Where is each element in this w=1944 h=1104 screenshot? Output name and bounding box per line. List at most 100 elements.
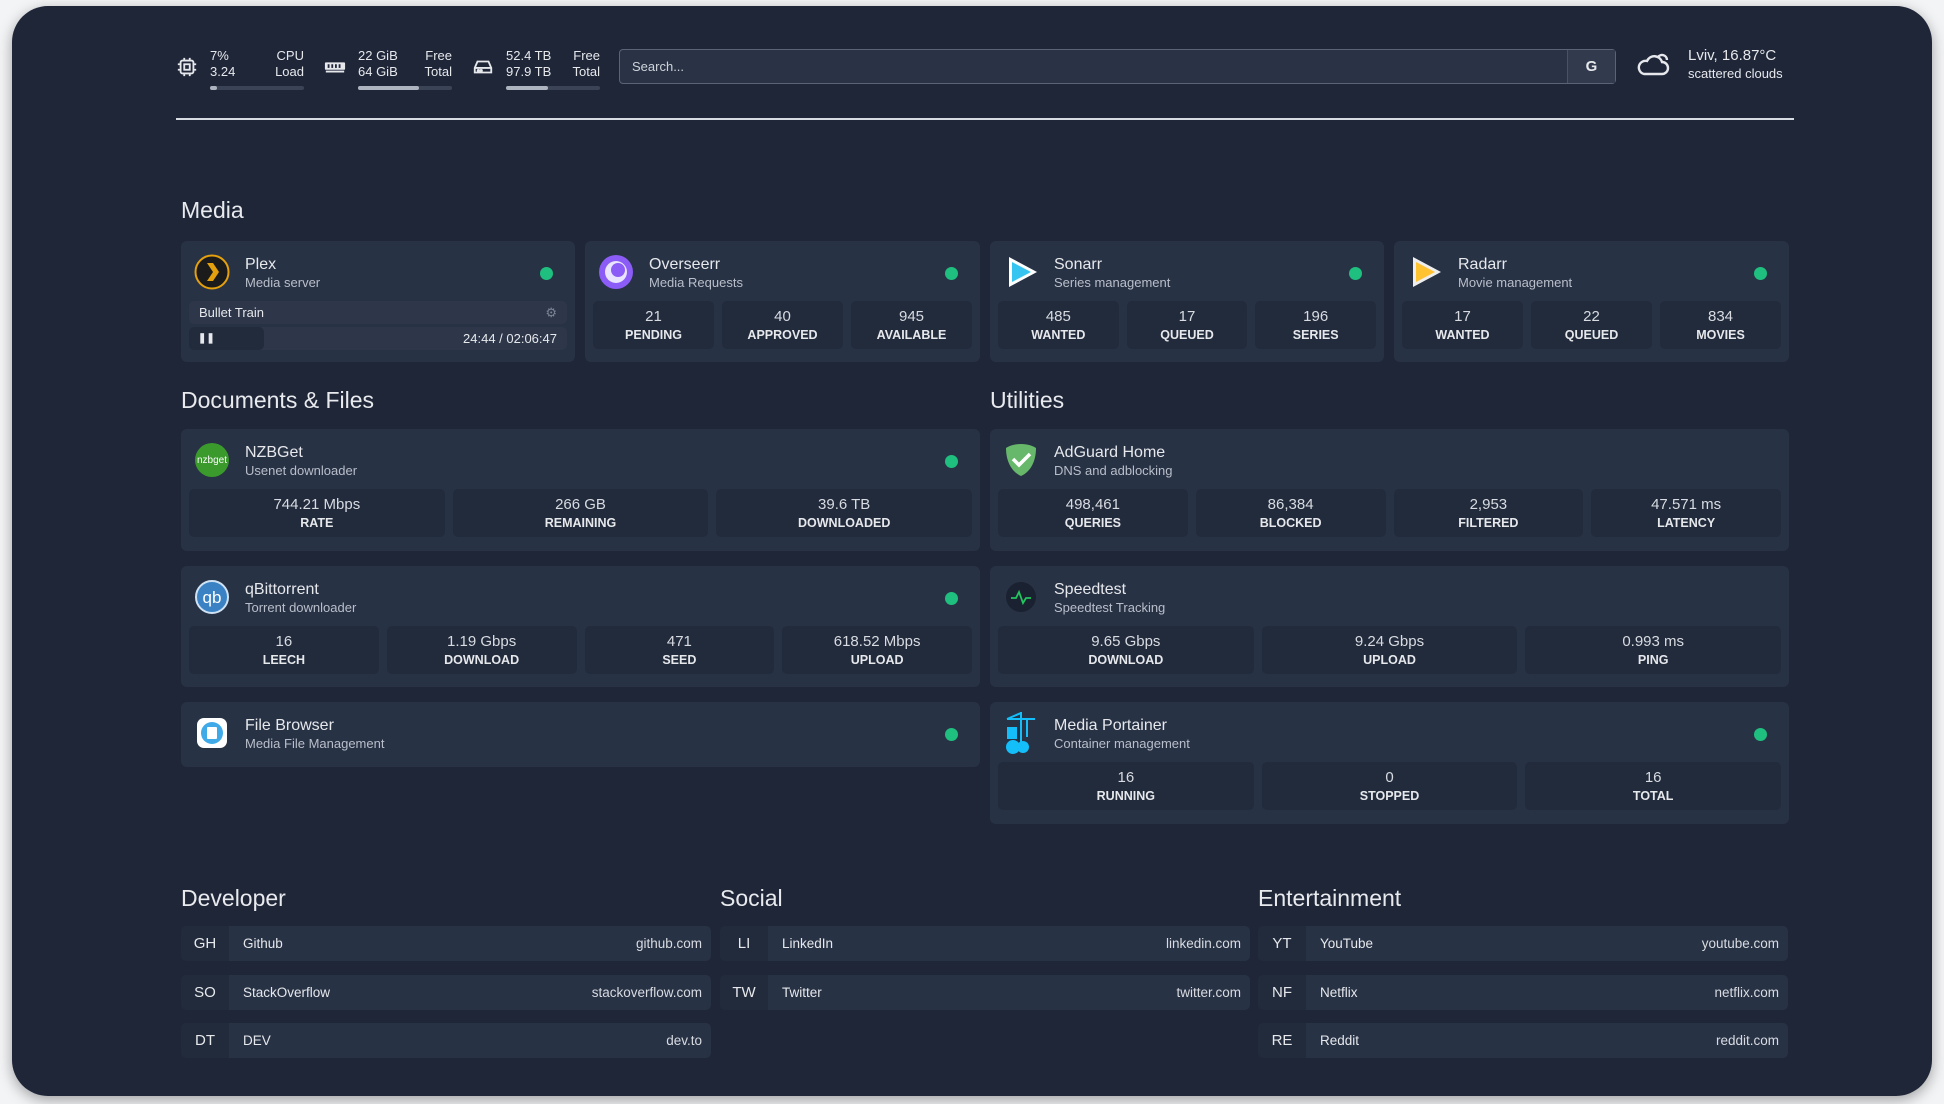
stat-value: 16 — [1117, 769, 1135, 786]
stat-value: 39.6 TB — [818, 496, 871, 513]
adguard-shield-icon — [1002, 441, 1040, 479]
stat-label: REMAINING — [544, 516, 617, 530]
search-input[interactable] — [620, 59, 1567, 74]
stat-value: 17 — [1178, 308, 1196, 325]
hard-drive-icon — [473, 60, 493, 74]
cloud-icon — [1637, 53, 1670, 75]
load-label: Load — [275, 64, 304, 79]
service-description: Series management — [1054, 274, 1171, 290]
overseerr-icon — [597, 253, 635, 291]
bookmark-url: netflix.com — [1714, 984, 1779, 1000]
status-indicator — [1349, 267, 1362, 280]
stat-movies: 834 MOVIES — [1660, 301, 1781, 349]
bookmark-name: Github — [243, 936, 283, 951]
stat-ping: 0.993 ms PING — [1525, 626, 1782, 674]
search-provider-button[interactable]: G — [1567, 50, 1615, 83]
bookmark-dev[interactable]: DT DEV dev.to — [181, 1023, 711, 1058]
sonarr-card[interactable]: Sonarr Series management 485 WANTED 17 QUEUED… — [990, 241, 1384, 362]
cpu-load: 3.24 — [210, 64, 236, 79]
stat-label: WANTED — [1435, 328, 1490, 342]
stat-pending: 21 PENDING — [593, 301, 714, 349]
ram-free: 22 GiB — [358, 48, 398, 63]
disk-bar — [506, 86, 600, 90]
portainer-card[interactable]: Media Portainer Container management 16 RUN… — [990, 702, 1789, 824]
bookmark-abbr: DT — [181, 1023, 229, 1058]
section-developer: Developer — [181, 885, 286, 911]
status-indicator — [945, 592, 958, 605]
stat-value: 196 — [1303, 308, 1329, 325]
total-label: Total — [572, 64, 600, 79]
stat-label: UPLOAD — [850, 653, 904, 667]
adguard-card[interactable]: AdGuard Home DNS and adblocking 498,461 QUE… — [990, 429, 1789, 551]
stat-value: 9.24 Gbps — [1354, 633, 1425, 650]
service-name: Media Portainer — [1054, 716, 1167, 734]
filebrowser-card[interactable]: File Browser Media File Management — [181, 702, 980, 767]
stat-value: 2,953 — [1469, 496, 1508, 513]
plex-card[interactable]: Plex Media server Bullet Train ⚙ ❚❚ 24:44 /… — [181, 241, 575, 362]
bookmark-twitter[interactable]: TW Twitter twitter.com — [720, 974, 1250, 1010]
service-description: Torrent downloader — [245, 599, 357, 615]
bookmark-url: reddit.com — [1715, 1033, 1779, 1048]
bookmark-name: Netflix — [1320, 984, 1358, 1000]
stat-queued: 17 QUEUED — [1126, 301, 1248, 349]
status-indicator — [945, 728, 958, 741]
stat-latency: 47.571 ms LATENCY — [1591, 489, 1781, 537]
overseerr-card[interactable]: Overseerr Media Requests 21 PENDING 40 APPROV… — [585, 241, 980, 362]
stat-value: 945 — [898, 308, 925, 325]
weather-location: Lviv, 16.87°C — [1688, 47, 1777, 64]
stat-label: LATENCY — [1657, 516, 1716, 530]
stat-wanted: 485 WANTED — [998, 301, 1119, 349]
radarr-card[interactable]: Radarr Movie management 17 WANTED 22 QUEUED 83… — [1394, 241, 1789, 362]
dashboard: 7% 3.24 CPU Load 22 GiB 64 GiB Free Total 52.4… — [12, 6, 1932, 1096]
stat-value: 17 — [1454, 308, 1471, 325]
stat-label: DOWNLOADED — [798, 516, 891, 530]
qbittorrent-icon: qb — [193, 578, 231, 616]
stat-value: 744.21 Mbps — [273, 496, 361, 513]
stat-label: QUERIES — [1064, 516, 1121, 530]
stat-available: 945 AVAILABLE — [851, 301, 972, 349]
bookmark-youtube[interactable]: YT YouTube youtube.com — [1258, 926, 1788, 961]
bookmark-name: StackOverflow — [243, 984, 331, 1000]
bookmark-github[interactable]: GH Github github.com — [181, 926, 711, 961]
bookmark-reddit[interactable]: RE Reddit reddit.com — [1258, 1023, 1788, 1058]
total-label: Total — [424, 64, 452, 79]
stat-upload: 618.52 Mbps UPLOAD — [782, 626, 972, 674]
pause-button[interactable]: ❚❚ — [189, 327, 264, 350]
cpu-usage: 7% — [210, 48, 229, 63]
stat-seed: 471 SEED — [584, 626, 775, 674]
stat-label: PING — [1637, 653, 1669, 667]
ram-bar — [358, 86, 452, 90]
stat-label: UPLOAD — [1363, 653, 1416, 667]
service-name: NZBGet — [245, 443, 303, 461]
stat-label: BLOCKED — [1259, 516, 1322, 530]
search-box: G — [619, 49, 1616, 84]
service-description: DNS and adblocking — [1054, 462, 1173, 478]
stat-label: DOWNLOAD — [444, 653, 520, 667]
cpu-label: CPU — [276, 48, 304, 63]
stat-value: 40 — [774, 308, 791, 325]
free-label: Free — [573, 48, 600, 63]
stat-value: 86,384 — [1267, 496, 1314, 513]
stream-settings-icon[interactable]: ⚙ — [545, 304, 557, 320]
stat-label: AVAILABLE — [876, 328, 947, 342]
bookmark-linkedin[interactable]: LI LinkedIn linkedin.com — [720, 926, 1250, 961]
nzbget-card[interactable]: nzbget NZBGet Usenet downloader 744.21 Mbps… — [181, 429, 980, 551]
bookmark-name: DEV — [243, 1033, 271, 1048]
qbittorrent-card[interactable]: qb qBittorrent Torrent downloader 16 LEECH 1.… — [181, 566, 980, 687]
stat-label: FILTERED — [1458, 516, 1519, 530]
stat-value: 47.571 ms — [1651, 496, 1722, 513]
stat-label: DOWNLOAD — [1088, 653, 1164, 667]
service-description: Media File Management — [245, 735, 385, 751]
bookmark-stackoverflow[interactable]: SO StackOverflow stackoverflow.com — [181, 974, 711, 1010]
stat-rate: 744.21 Mbps RATE — [189, 489, 445, 537]
stat-label: QUEUED — [1160, 328, 1214, 342]
section-social: Social — [720, 885, 783, 911]
bookmark-abbr: LI — [720, 926, 768, 961]
cpu-icon — [177, 57, 197, 77]
bookmark-name: Twitter — [782, 984, 822, 1000]
service-name: Overseerr — [649, 255, 721, 273]
bookmark-netflix[interactable]: NF Netflix netflix.com — [1258, 974, 1788, 1010]
speedtest-card[interactable]: Speedtest Speedtest Tracking 9.65 Gbps DOWN… — [990, 566, 1789, 687]
media-title: Bullet Train — [199, 305, 265, 320]
stat-remaining: 266 GB REMAINING — [452, 489, 709, 537]
